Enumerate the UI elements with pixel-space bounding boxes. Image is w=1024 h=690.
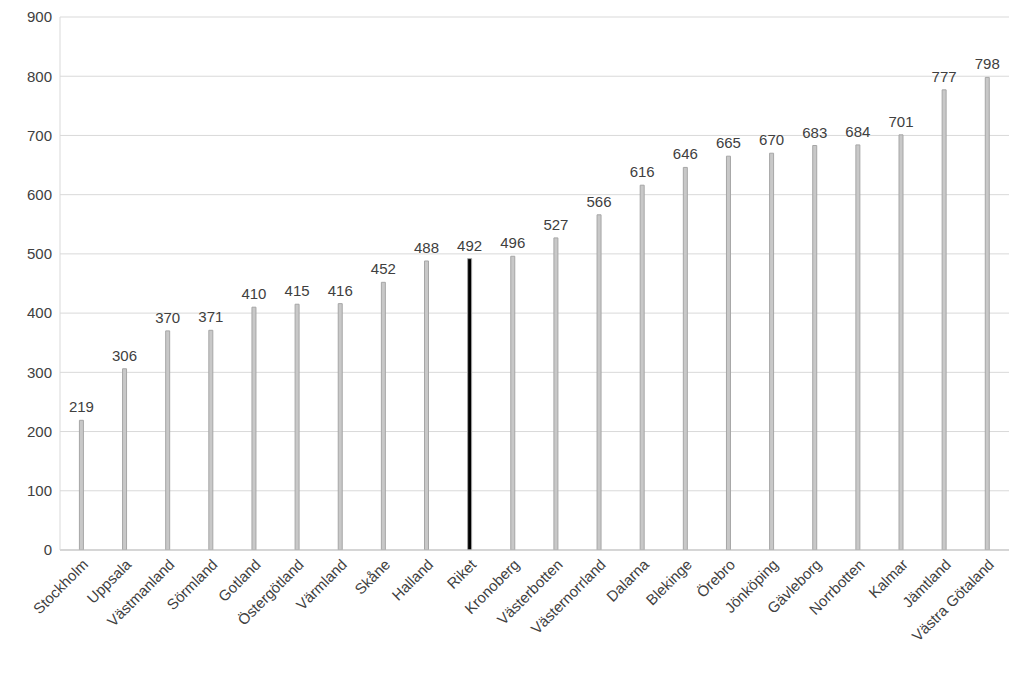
svg-text:Uppsala: Uppsala <box>83 555 135 607</box>
svg-text:800: 800 <box>27 68 52 85</box>
svg-text:700: 700 <box>27 127 52 144</box>
svg-text:Västernorrland: Västernorrland <box>527 556 609 638</box>
svg-text:777: 777 <box>932 68 957 85</box>
svg-text:Värmland: Värmland <box>293 556 350 613</box>
svg-text:665: 665 <box>716 134 741 151</box>
svg-text:616: 616 <box>630 163 655 180</box>
svg-text:300: 300 <box>27 364 52 381</box>
svg-text:Gävleborg: Gävleborg <box>763 555 825 617</box>
svg-text:Skåne: Skåne <box>351 556 393 598</box>
svg-text:900: 900 <box>27 8 52 25</box>
svg-text:798: 798 <box>975 55 1000 72</box>
svg-text:Östergötland: Östergötland <box>234 556 307 629</box>
svg-text:Norrbotten: Norrbotten <box>806 556 868 618</box>
svg-text:400: 400 <box>27 304 52 321</box>
svg-text:701: 701 <box>888 113 913 130</box>
svg-text:Västra Götaland: Västra Götaland <box>908 556 997 645</box>
svg-text:Jönköping: Jönköping <box>721 555 782 616</box>
svg-text:646: 646 <box>673 145 698 162</box>
svg-text:670: 670 <box>759 131 784 148</box>
svg-text:500: 500 <box>27 245 52 262</box>
svg-text:Blekinge: Blekinge <box>642 556 695 609</box>
svg-text:Dalarna: Dalarna <box>602 555 652 605</box>
svg-text:370: 370 <box>155 309 180 326</box>
svg-text:683: 683 <box>802 124 827 141</box>
svg-text:Riket: Riket <box>443 555 480 592</box>
svg-text:Jämtland: Jämtland <box>898 555 954 611</box>
svg-text:0: 0 <box>44 541 52 558</box>
svg-text:416: 416 <box>328 282 353 299</box>
svg-text:100: 100 <box>27 482 52 499</box>
svg-text:527: 527 <box>543 216 568 233</box>
svg-text:219: 219 <box>69 398 94 415</box>
svg-text:492: 492 <box>457 237 482 254</box>
svg-text:371: 371 <box>198 308 223 325</box>
svg-text:415: 415 <box>285 282 310 299</box>
svg-text:452: 452 <box>371 260 396 277</box>
svg-text:566: 566 <box>587 193 612 210</box>
svg-text:496: 496 <box>500 234 525 251</box>
svg-text:Kalmar: Kalmar <box>865 555 911 602</box>
svg-text:Örebro: Örebro <box>693 555 739 601</box>
svg-text:Kronoberg: Kronoberg <box>461 555 523 618</box>
svg-text:410: 410 <box>241 285 266 302</box>
svg-text:Västerbotten: Västerbotten <box>493 555 566 628</box>
svg-text:Stockholm: Stockholm <box>30 556 92 618</box>
svg-text:600: 600 <box>27 186 52 203</box>
svg-text:200: 200 <box>27 423 52 440</box>
svg-text:Gotland: Gotland <box>214 555 264 605</box>
svg-text:488: 488 <box>414 239 439 256</box>
svg-text:Halland: Halland <box>388 556 436 604</box>
svg-text:Sörmland: Sörmland <box>163 556 220 613</box>
svg-text:Västmanland: Västmanland <box>104 556 178 630</box>
svg-text:306: 306 <box>112 347 137 364</box>
svg-text:684: 684 <box>845 123 870 140</box>
